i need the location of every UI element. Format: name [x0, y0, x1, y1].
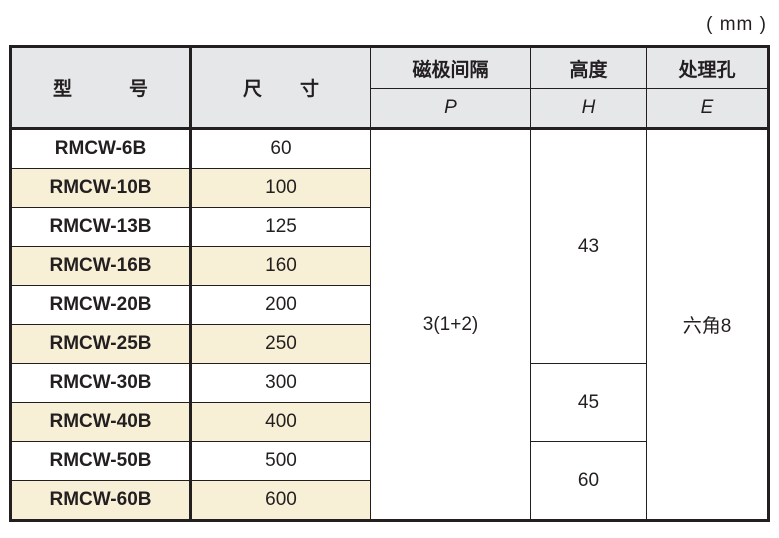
table-row: RMCW-25B 250: [10, 324, 769, 364]
model-cell: RMCW-25B: [10, 324, 192, 364]
unit-label: ( mm ): [706, 14, 767, 35]
size-cell: 300: [190, 363, 371, 403]
spec-table: 型 号 尺 寸 磁极间隔 高度 处理孔 P H E RMCW-6B 60 3(1+2…: [9, 45, 770, 522]
header-size: 尺 寸: [190, 46, 371, 130]
header-pitch: 磁极间隔: [370, 46, 531, 89]
size-cell: 100: [190, 168, 371, 208]
size-cell: 200: [190, 285, 371, 325]
size-cell: 125: [190, 207, 371, 247]
size-cell: 600: [190, 480, 371, 521]
table-row: RMCW-40B 400: [10, 402, 769, 442]
height-cell: 43: [530, 128, 647, 364]
hole-cell: 六角8: [646, 128, 769, 521]
table-row: RMCW-60B 600: [10, 480, 769, 521]
model-cell: RMCW-10B: [10, 168, 192, 208]
header-pitch-symbol: P: [370, 88, 531, 130]
model-cell: RMCW-40B: [10, 402, 192, 442]
header-hole: 处理孔: [646, 46, 769, 89]
table-row: RMCW-6B 60 3(1+2) 43 六角8: [10, 128, 769, 521]
model-cell: RMCW-50B: [10, 441, 192, 481]
header-model: 型 号: [10, 46, 192, 130]
pitch-cell: 3(1+2): [370, 128, 531, 521]
model-cell: RMCW-13B: [10, 207, 192, 247]
model-cell: RMCW-16B: [10, 246, 192, 286]
model-cell: RMCW-60B: [10, 480, 192, 521]
model-cell: RMCW-6B: [10, 128, 192, 169]
table-row: RMCW-10B 100: [10, 168, 769, 208]
table-row: RMCW-16B 160: [10, 246, 769, 286]
size-cell: 500: [190, 441, 371, 481]
height-cell: 45: [530, 363, 647, 442]
model-cell: RMCW-20B: [10, 285, 192, 325]
size-cell: 250: [190, 324, 371, 364]
size-cell: 60: [190, 128, 371, 169]
height-cell: 60: [530, 441, 647, 521]
table-row: RMCW-30B 300 45: [10, 363, 769, 442]
model-cell: RMCW-30B: [10, 363, 192, 403]
header-height: 高度: [530, 46, 647, 89]
table-row: RMCW-13B 125: [10, 207, 769, 247]
header-hole-symbol: E: [646, 88, 769, 130]
table-row: RMCW-20B 200: [10, 285, 769, 325]
size-cell: 400: [190, 402, 371, 442]
header-height-symbol: H: [530, 88, 647, 130]
table-row: RMCW-50B 500 60: [10, 441, 769, 521]
size-cell: 160: [190, 246, 371, 286]
